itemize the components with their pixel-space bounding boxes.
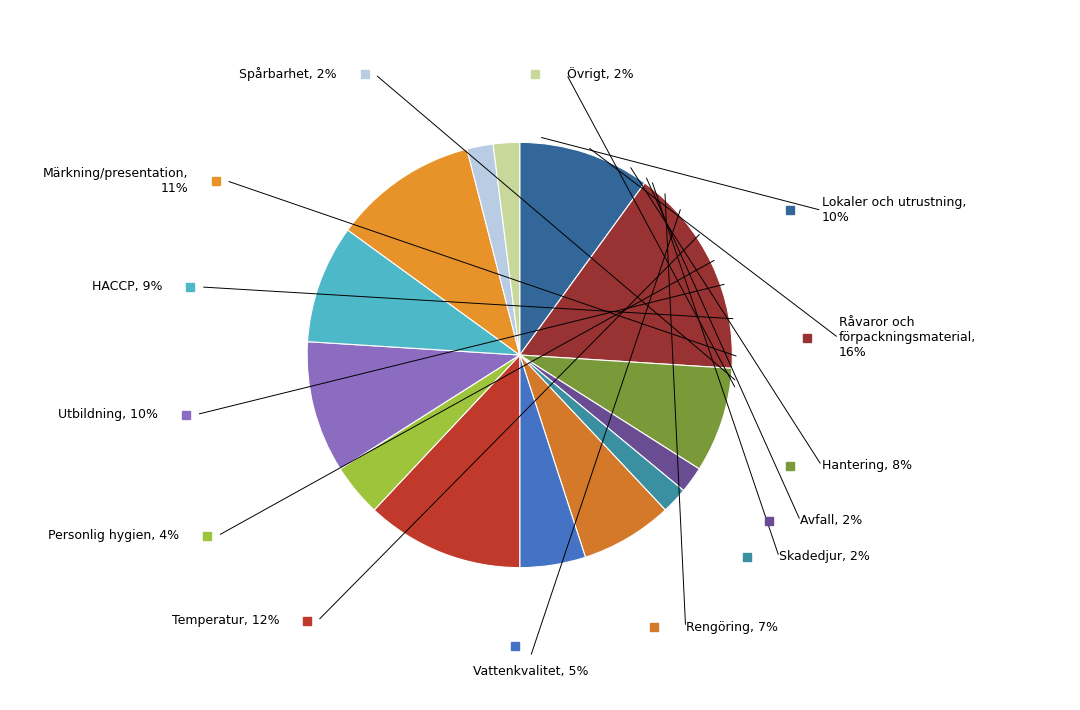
Wedge shape [519, 355, 699, 491]
Text: Övrigt, 2%: Övrigt, 2% [567, 67, 633, 82]
Text: Märkning/presentation,
11%: Märkning/presentation, 11% [42, 167, 188, 195]
Wedge shape [494, 143, 519, 355]
Text: Utbildning, 10%: Utbildning, 10% [58, 408, 159, 421]
Wedge shape [307, 342, 519, 469]
Wedge shape [519, 355, 665, 557]
Text: Spårbarhet, 2%: Spårbarhet, 2% [240, 67, 337, 82]
Wedge shape [308, 230, 519, 355]
Text: HACCP, 9%: HACCP, 9% [92, 280, 162, 293]
Text: Skadedjur, 2%: Skadedjur, 2% [779, 550, 870, 564]
Text: Rengöring, 7%: Rengöring, 7% [686, 621, 778, 633]
Wedge shape [519, 355, 684, 510]
Wedge shape [374, 355, 519, 567]
Wedge shape [519, 183, 732, 368]
Wedge shape [467, 144, 519, 355]
Wedge shape [519, 143, 645, 355]
Wedge shape [348, 149, 519, 355]
Text: Lokaler och utrustning,
10%: Lokaler och utrustning, 10% [822, 197, 966, 224]
Wedge shape [519, 355, 732, 469]
Text: Vattenkvalitet, 5%: Vattenkvalitet, 5% [473, 665, 589, 679]
Text: Avfall, 2%: Avfall, 2% [800, 514, 863, 528]
Text: Råvaror och
förpackningsmaterial,
16%: Råvaror och förpackningsmaterial, 16% [839, 317, 976, 359]
Text: Hantering, 8%: Hantering, 8% [822, 459, 912, 472]
Text: Temperatur, 12%: Temperatur, 12% [172, 614, 280, 627]
Text: Personlig hygien, 4%: Personlig hygien, 4% [49, 529, 179, 542]
Wedge shape [340, 355, 519, 510]
Wedge shape [519, 355, 585, 567]
